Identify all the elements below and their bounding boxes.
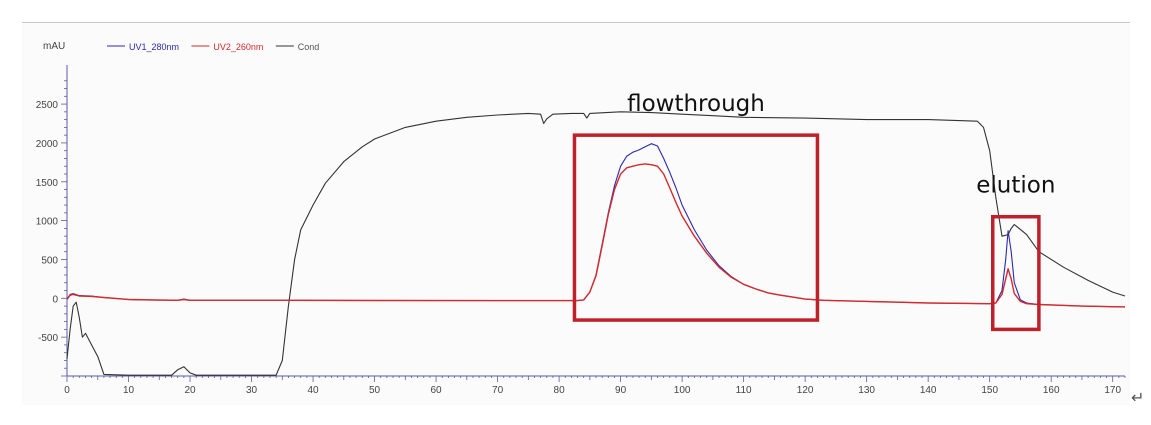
axes: 0 10 20 30 40 50 60 70 80 90 100 110 120 130 140 150 160… bbox=[36, 41, 1126, 396]
annotation-box-elution bbox=[991, 214, 1041, 332]
series-line-cond bbox=[66, 111, 1126, 376]
return-glyph: ↵ bbox=[1131, 388, 1145, 407]
series-layer bbox=[66, 111, 1126, 376]
x-tick-label: 60 bbox=[431, 385, 443, 396]
monitor-screen: UV1_280nm UV2_260nm Cond 0 10 20 30 40 50 60 70 80… bbox=[22, 22, 1130, 405]
annotation-label-flowthrough: flowthrough bbox=[627, 91, 765, 117]
x-tick-label: 50 bbox=[369, 385, 381, 396]
x-tick-label: 90 bbox=[615, 385, 627, 396]
annotation-layer: flowthrough elution bbox=[572, 91, 1055, 332]
legend-label: UV2_260nm bbox=[213, 42, 263, 52]
y-tick-label: 2000 bbox=[36, 139, 59, 150]
x-tick-label: 110 bbox=[736, 385, 752, 396]
annotation-box-flowthrough bbox=[572, 133, 820, 322]
y-tick-label: 0 bbox=[52, 294, 58, 305]
x-tick-label: 100 bbox=[674, 385, 691, 396]
x-tick-label: 40 bbox=[307, 385, 319, 396]
annotation-label-elution: elution bbox=[976, 173, 1055, 199]
series-line-uv2-260nm bbox=[66, 163, 1126, 308]
x-tick-label: 140 bbox=[920, 385, 937, 396]
y-tick-label: 1500 bbox=[36, 178, 59, 189]
y-tick-label: 500 bbox=[41, 255, 58, 266]
y-unit-label: mAU bbox=[43, 41, 65, 52]
y-tick-label: 1000 bbox=[36, 217, 59, 228]
legend-label: Cond bbox=[298, 42, 320, 52]
x-tick-label: 130 bbox=[858, 385, 875, 396]
x-tick-label: 120 bbox=[797, 385, 814, 396]
x-tick-label: 10 bbox=[123, 385, 135, 396]
legend: UV1_280nm UV2_260nm Cond bbox=[107, 42, 319, 52]
chromatogram-chart: UV1_280nm UV2_260nm Cond 0 10 20 30 40 50 60 70 80… bbox=[36, 41, 1126, 396]
y-tick-label: -500 bbox=[38, 333, 58, 344]
y-tick-label: 2500 bbox=[36, 100, 59, 111]
x-tick-label: 0 bbox=[64, 385, 70, 396]
x-tick-label: 30 bbox=[246, 385, 258, 396]
x-tick-label: 150 bbox=[981, 385, 998, 396]
legend-label: UV1_280nm bbox=[129, 42, 179, 52]
x-tick-label: 20 bbox=[184, 385, 196, 396]
x-tick-label: 160 bbox=[1043, 385, 1060, 396]
x-tick-label: 170 bbox=[1104, 385, 1121, 396]
x-tick-label: 80 bbox=[554, 385, 566, 396]
series-line-uv1-280nm bbox=[66, 143, 1126, 308]
x-tick-label: 70 bbox=[492, 385, 504, 396]
